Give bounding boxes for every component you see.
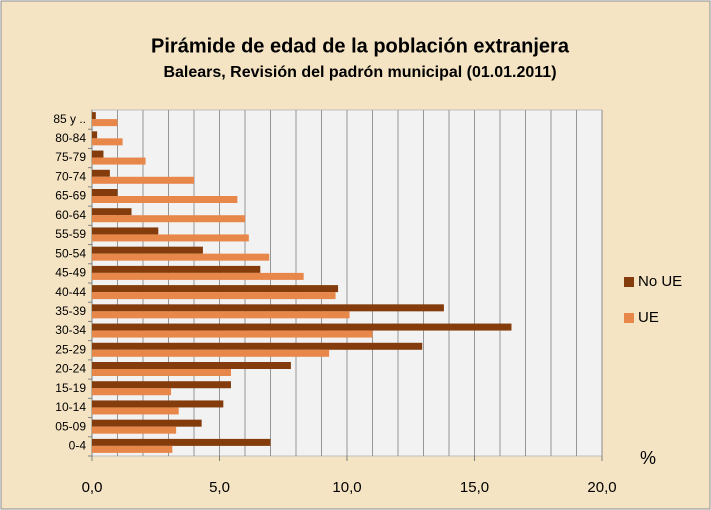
bar — [92, 131, 98, 139]
x-tick-label: 5,0 — [209, 479, 230, 496]
bar — [92, 342, 423, 350]
y-tick-label: 70-74 — [55, 169, 86, 183]
bar — [92, 292, 336, 300]
y-tick-label: 55-59 — [55, 227, 86, 241]
y-tick-label: 65-69 — [55, 189, 86, 203]
bar — [92, 253, 270, 261]
x-tick-label: 10,0 — [332, 479, 361, 496]
bar — [92, 369, 231, 376]
bar — [92, 304, 444, 312]
bar — [92, 119, 118, 127]
bar — [92, 285, 339, 293]
bar — [92, 112, 96, 120]
x-tick-label: 0,0 — [82, 479, 103, 496]
chart-title: Pirámide de edad de la población extranj… — [151, 35, 570, 57]
legend-label: No UE — [638, 273, 682, 290]
bar — [92, 438, 271, 446]
bar — [92, 150, 104, 158]
bar — [92, 400, 224, 408]
x-axis-label: % — [640, 448, 656, 468]
y-tick-label: 05-09 — [55, 419, 86, 433]
y-tick-label: 25-29 — [55, 342, 86, 356]
y-tick-label: 40-44 — [55, 285, 86, 299]
bar — [92, 227, 159, 235]
bar — [92, 362, 291, 369]
chart-subtitle: Balears, Revisión del padrón municipal (… — [163, 64, 556, 81]
bar — [92, 138, 123, 146]
y-tick-label: 50-54 — [55, 246, 86, 260]
bar — [92, 234, 249, 242]
bar — [92, 176, 194, 184]
y-tick-label: 35-39 — [55, 304, 86, 318]
bar — [92, 196, 238, 203]
bar — [92, 381, 231, 389]
bar — [92, 388, 172, 396]
y-tick-label: 80-84 — [55, 131, 86, 145]
legend-swatch — [624, 313, 634, 323]
bar — [92, 189, 118, 196]
y-tick-label: 45-49 — [55, 266, 86, 280]
y-tick-label: 0-4 — [69, 439, 87, 453]
bar — [92, 323, 512, 331]
bar — [92, 265, 261, 273]
bar — [92, 349, 330, 357]
bar — [92, 330, 373, 338]
y-tick-label: 10-14 — [55, 400, 86, 414]
bar — [92, 157, 146, 165]
x-tick-label: 15,0 — [460, 479, 489, 496]
bar — [92, 311, 350, 319]
bar — [92, 246, 203, 254]
legend-label: UE — [638, 309, 659, 326]
bar — [92, 445, 173, 453]
bar — [92, 407, 179, 415]
bar — [92, 426, 177, 434]
y-tick-label: 20-24 — [55, 362, 86, 376]
x-tick-label: 20,0 — [587, 479, 616, 496]
y-tick-label: 15-19 — [55, 381, 86, 395]
bar — [92, 215, 245, 223]
legend-swatch — [624, 277, 634, 287]
y-tick-label: 85 y .. — [53, 112, 86, 126]
y-tick-label: 75-79 — [55, 150, 86, 164]
y-tick-label: 30-34 — [55, 323, 86, 337]
bar — [92, 169, 110, 177]
bar — [92, 419, 202, 427]
y-tick-label: 60-64 — [55, 208, 86, 222]
bar — [92, 272, 304, 280]
bar — [92, 208, 132, 216]
